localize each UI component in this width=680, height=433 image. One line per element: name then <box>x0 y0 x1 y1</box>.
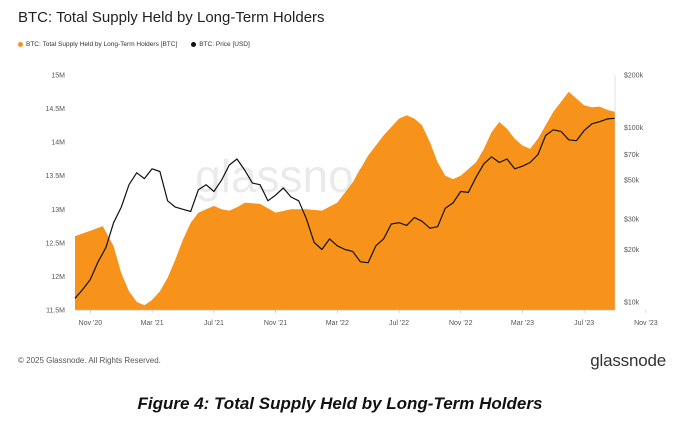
x-tick-label: Nov '20 <box>79 320 103 327</box>
legend-label-price: BTC: Price [USD] <box>199 41 250 48</box>
supply-area <box>75 91 615 310</box>
legend-item-supply[interactable]: BTC: Total Supply Held by Long-Term Hold… <box>18 41 177 48</box>
legend-swatch-supply <box>18 42 23 47</box>
chart-plot[interactable]: glassnode 11.5M12M12.5M13M13.5M14M14.5M1… <box>0 60 680 350</box>
y-left-tick-label: 15M <box>51 73 65 80</box>
price-line <box>74 117 616 299</box>
price-line-layer <box>74 117 616 299</box>
x-tick-label: Nov '21 <box>264 320 288 327</box>
y-left-tick-label: 14M <box>51 140 65 147</box>
figure-caption: Figure 4: Total Supply Held by Long-Term… <box>137 394 543 413</box>
axes-layer: 11.5M 12M 12.5M 13M 13.5M 14M 14.5M 15M $10k $20k… <box>46 73 658 328</box>
x-tick-label: Nov '23 <box>634 320 658 327</box>
x-tick-label: Jul '21 <box>204 320 224 327</box>
y-right-tick-label: $70k <box>624 152 640 159</box>
y-right-tick-label: $50k <box>624 178 640 185</box>
y-left-tick-label: 13.5M <box>46 173 66 180</box>
x-tick-label: Jul '22 <box>389 320 409 327</box>
x-tick-label: Mar '22 <box>326 320 349 327</box>
y-right-tick-label: $10k <box>624 300 640 307</box>
chart-legend: BTC: Total Supply Held by Long-Term Hold… <box>18 41 250 48</box>
y-left-tick-label: 12.5M <box>46 240 66 247</box>
chart-title: BTC: Total Supply Held by Long-Term Hold… <box>18 9 325 26</box>
x-tick-label: Nov '22 <box>449 320 473 327</box>
y-left-tick-label: 11.5M <box>46 308 65 315</box>
y-left-tick-label: 12M <box>51 274 65 281</box>
x-tick-label: Mar '23 <box>511 320 534 327</box>
x-tick-label: Jul '23 <box>574 320 594 327</box>
copyright-text: © 2025 Glassnode. All Rights Reserved. <box>18 356 161 365</box>
area-layer <box>75 91 615 310</box>
y-left-tick-label: 13M <box>51 207 65 214</box>
y-right-tick-label: $30k <box>624 216 640 223</box>
y-left-tick-label: 14.5M <box>46 106 66 113</box>
legend-item-price[interactable]: BTC: Price [USD] <box>191 41 250 48</box>
y-right-tick-label: $100k <box>624 125 644 132</box>
brand-logo[interactable]: glassnode <box>590 351 666 370</box>
y-right-tick-label: $200k <box>624 73 644 80</box>
y-right-tick-label: $20k <box>624 247 640 254</box>
x-tick-label: Mar '21 <box>141 320 164 327</box>
legend-label-supply: BTC: Total Supply Held by Long-Term Hold… <box>26 41 178 48</box>
legend-swatch-price <box>191 42 197 47</box>
